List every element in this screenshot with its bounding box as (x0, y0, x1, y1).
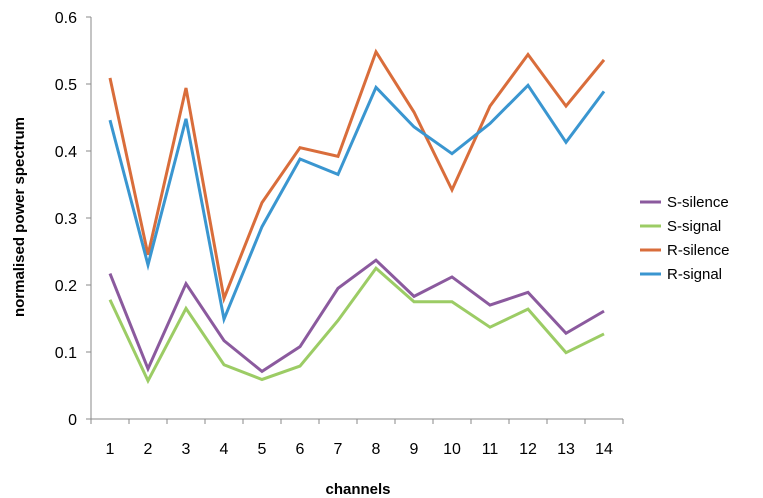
series-line-r-silence (108, 48, 606, 304)
axes: 00.10.20.30.40.50.61 2 3 4 5 6 7 8 9 10 11 12 13 14 (55, 10, 624, 458)
series-line-s-silence (108, 258, 605, 374)
x-tick-label: 6 (296, 441, 305, 458)
y-tick-label: 0.4 (55, 144, 77, 161)
x-tick-label: 11 (482, 441, 499, 458)
x-tick-label: 2 (144, 441, 153, 458)
legend: S-silence S-signal R-silence R-signal (640, 194, 730, 283)
legend-label-r-silence: R-silence (667, 242, 730, 259)
x-tick-label: 7 (334, 441, 343, 458)
x-tick-label: 5 (258, 441, 267, 458)
x-axis-title: channels (325, 481, 390, 498)
y-tick-label: 0.6 (55, 10, 77, 27)
legend-label-s-silence: S-silence (667, 194, 729, 211)
legend-label-s-signal: S-signal (667, 218, 721, 235)
x-tick-label: 12 (519, 441, 537, 458)
x-tick-label: 1 (106, 441, 115, 458)
y-tick-label: 0 (68, 412, 77, 429)
series-line-r-signal (108, 82, 606, 325)
legend-label-r-signal: R-signal (667, 266, 722, 283)
x-tick-label: 3 (182, 441, 191, 458)
y-tick-label: 0.3 (55, 211, 77, 228)
x-tick-label: 13 (557, 441, 575, 458)
x-tick-label: 10 (443, 441, 461, 458)
x-tick-label: 8 (372, 441, 381, 458)
y-axis-title: normalised power spectrum (11, 117, 28, 317)
y-tick-label: 0.2 (55, 278, 77, 295)
y-tick-label: 0.5 (55, 77, 77, 94)
x-tick-label: 9 (410, 441, 419, 458)
series-line-s-signal (108, 266, 605, 385)
x-tick-label: 14 (595, 441, 613, 458)
x-tick-label: 4 (220, 441, 229, 458)
y-tick-label: 0.1 (55, 345, 77, 362)
series-lines (108, 48, 606, 385)
